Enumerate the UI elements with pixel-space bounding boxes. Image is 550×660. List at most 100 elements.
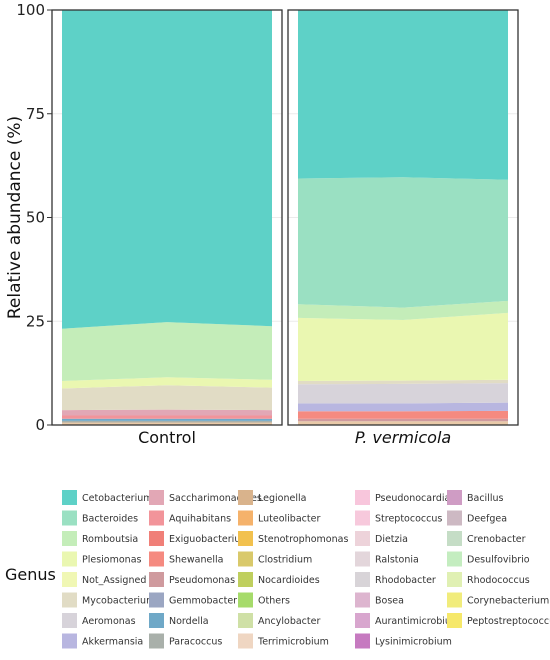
- legend-swatch-aquihabitans: [149, 510, 164, 526]
- area-plesiomonas: [298, 312, 508, 381]
- area-paracoccus: [62, 420, 272, 423]
- y-axis-label: Relative abundance (%): [5, 116, 25, 319]
- area-cetobacterium: [298, 10, 508, 180]
- y-tick-label: 0: [35, 416, 45, 434]
- legend-swatch-crenobacter: [447, 531, 462, 546]
- legend-swatch-terrimicrobium: [238, 633, 253, 649]
- legend-label-legionella: Legionella: [258, 493, 306, 504]
- legend-swatch-mycobacterium: [62, 592, 77, 608]
- legend-swatch-saccharimonadales: [149, 490, 164, 505]
- legend-swatch-nordella: [149, 613, 164, 628]
- y-tick-label: 100: [16, 1, 45, 19]
- legend-swatch-stenotrophomonas: [238, 531, 253, 546]
- area-saccharimonadales: [62, 409, 272, 416]
- area-pseudomonas: [298, 418, 508, 422]
- legend-swatch-bacteroides: [62, 510, 77, 526]
- legend-label-ralstonia: Ralstonia: [375, 555, 419, 566]
- legend-swatch-deefgea: [447, 510, 462, 526]
- y-tick-label: 75: [26, 105, 45, 123]
- area-bacteroides: [298, 177, 508, 308]
- legend-label-lysinimicrobium: Lysinimicrobium: [375, 637, 452, 648]
- legend-label-not-assigned: Not_Assigned: [82, 575, 146, 586]
- legend-label-deefgea: Deefgea: [467, 514, 507, 525]
- legend-label-saccharimonadales: Saccharimonadales: [169, 493, 262, 504]
- legend-swatch-not-assigned: [62, 572, 77, 587]
- legend-label-others: Others: [258, 596, 290, 607]
- legend-label-corynebacterium: Corynebacterium: [467, 596, 549, 607]
- legend-label-pseudomonas: Pseudomonas: [169, 575, 235, 586]
- facet-label: P. vermicola: [355, 428, 451, 447]
- legend-swatch-romboutsia: [62, 531, 77, 546]
- legend-swatch-legionella: [238, 490, 253, 505]
- legend-label-gemmobacter: Gemmobacter: [169, 596, 237, 607]
- legend-label-clostridium: Clostridium: [258, 555, 312, 566]
- legend-title: Genus: [5, 565, 56, 584]
- facet-label: Control: [138, 428, 196, 447]
- area-mycobacterium: [298, 379, 508, 385]
- legend-label-mycobacterium: Mycobacterium: [82, 596, 155, 607]
- legend-label-rhodococcus: Rhodococcus: [467, 575, 530, 586]
- legend-label-plesiomonas: Plesiomonas: [82, 555, 142, 566]
- legend-label-desulfovibrio: Desulfovibrio: [467, 555, 530, 566]
- legend-swatch-bacillus: [447, 490, 462, 505]
- legend-swatch-akkermansia: [62, 633, 77, 649]
- legend-swatch-exiguobacterium: [149, 531, 164, 546]
- area-romboutsia: [298, 300, 508, 320]
- legend-label-luteolibacter: Luteolibacter: [258, 514, 320, 525]
- legend-swatch-rhodobacter: [355, 572, 370, 587]
- legend-label-crenobacter: Crenobacter: [467, 534, 526, 545]
- legend-swatch-nocardioides: [238, 572, 253, 587]
- legend-label-paracoccus: Paracoccus: [169, 637, 222, 648]
- legend-label-aeromonas: Aeromonas: [82, 616, 136, 627]
- legend-label-bacillus: Bacillus: [467, 493, 504, 504]
- legend-label-romboutsia: Romboutsia: [82, 534, 138, 545]
- legend-swatch-ancylobacter: [238, 613, 253, 628]
- legend-label-bosea: Bosea: [375, 596, 404, 607]
- area-shewanella: [298, 410, 508, 419]
- legend-label-peptostreptococcus: Peptostreptococcus: [467, 616, 550, 627]
- legend-label-rhodobacter: Rhodobacter: [375, 575, 436, 586]
- area-aquihabitans: [62, 415, 272, 419]
- panel-border: [287, 9, 519, 426]
- legend-label-terrimicrobium: Terrimicrobium: [257, 637, 329, 648]
- y-tick-label: 25: [26, 312, 45, 330]
- legend-swatch-luteolibacter: [238, 510, 253, 526]
- legend-swatch-gemmobacter: [149, 592, 164, 608]
- legend-label-bacteroides: Bacteroides: [82, 514, 138, 525]
- legend-swatch-plesiomonas: [62, 551, 77, 567]
- legend-swatch-shewanella: [149, 551, 164, 567]
- legend-swatch-corynebacterium: [447, 592, 462, 608]
- legend-swatch-ralstonia: [355, 551, 370, 567]
- legend-label-ancylobacter: Ancylobacter: [258, 616, 320, 627]
- legend-label-nordella: Nordella: [169, 616, 209, 627]
- legend-swatch-paracoccus: [149, 633, 164, 649]
- legend-label-cetobacterium: Cetobacterium: [82, 493, 152, 504]
- legend-label-shewanella: Shewanella: [169, 555, 223, 566]
- area-aeromonas: [298, 383, 508, 404]
- area-akkermansia: [298, 402, 508, 412]
- legend-swatch-pseudonocardia: [355, 490, 370, 505]
- legend-swatch-clostridium: [238, 551, 253, 567]
- area-cetobacterium: [62, 10, 272, 329]
- legend-swatch-aurantimicrobium: [355, 613, 370, 628]
- legend-label-dietzia: Dietzia: [375, 534, 408, 545]
- legend-swatch-dietzia: [355, 531, 370, 546]
- legend-swatch-aeromonas: [62, 613, 77, 628]
- legend-swatch-pseudomonas: [149, 572, 164, 587]
- legend-swatch-others: [238, 592, 253, 608]
- legend-label-akkermansia: Akkermansia: [82, 637, 143, 648]
- legend-swatch-streptococcus: [355, 510, 370, 526]
- legend-swatch-peptostreptococcus: [447, 613, 462, 628]
- area-plesiomonas: [62, 377, 272, 389]
- legend-label-stenotrophomonas: Stenotrophomonas: [258, 534, 348, 545]
- legend-swatch-rhodococcus: [447, 572, 462, 587]
- legend-label-aurantimicrobium: Aurantimicrobium: [375, 616, 460, 627]
- legend-label-nocardioides: Nocardioides: [258, 575, 320, 586]
- legend-label-aquihabitans: Aquihabitans: [169, 514, 231, 525]
- legend-label-streptococcus: Streptococcus: [375, 514, 442, 525]
- legend-swatch-bosea: [355, 592, 370, 608]
- area-mycobacterium: [62, 385, 272, 411]
- legend-label-exiguobacterium: Exiguobacterium: [169, 534, 250, 545]
